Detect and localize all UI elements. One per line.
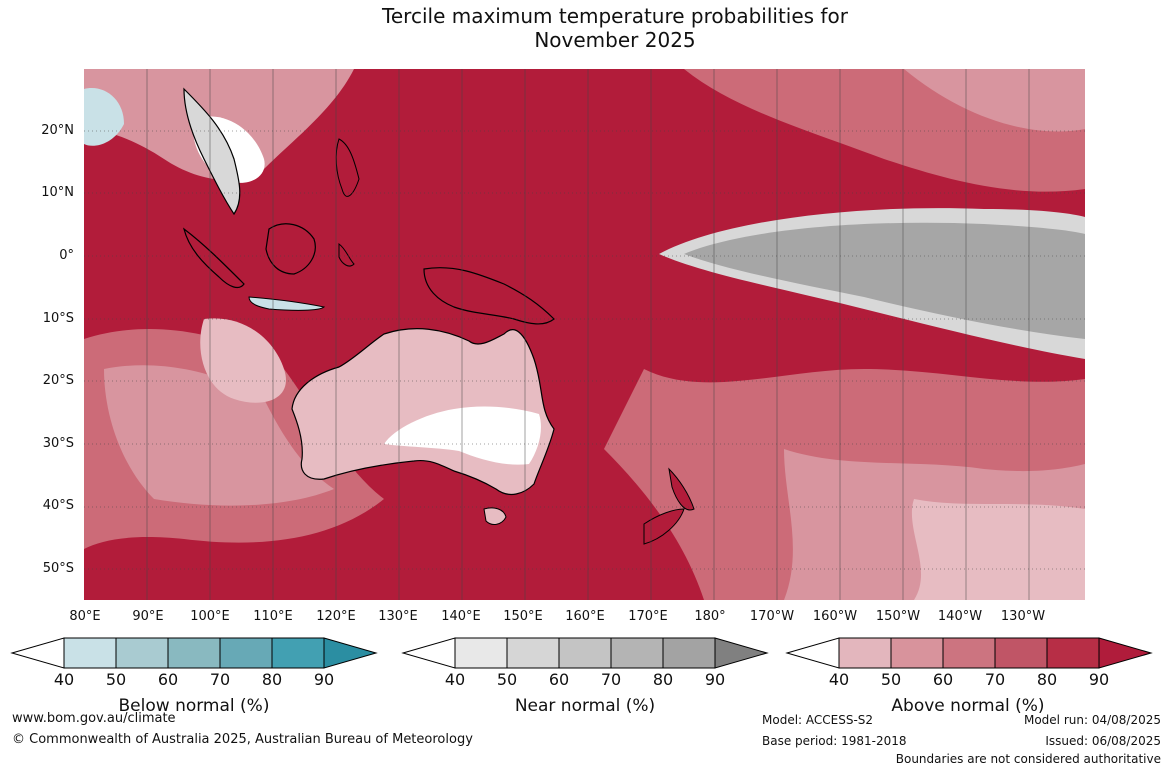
colorbar-tick: 50	[496, 670, 518, 689]
colorbar-tick: 90	[704, 670, 726, 689]
colorbar-tick: 70	[209, 670, 231, 689]
lat-label: 0°	[59, 248, 74, 263]
indochina	[183, 87, 241, 216]
colorbar-segment	[63, 637, 117, 669]
lon-label: 110°E	[253, 609, 293, 624]
title-line-2: November 2025	[534, 28, 696, 52]
asia-below-normal-patch	[84, 88, 124, 146]
lat-label: 40°S	[42, 498, 74, 513]
probability-map	[84, 69, 1085, 600]
colorbar-segment	[662, 637, 716, 669]
below-normal-colorbar	[10, 637, 378, 669]
colorbar-segment	[942, 637, 996, 669]
colorbar-segment	[323, 637, 378, 669]
lat-label: 30°S	[42, 436, 74, 451]
equatorial-pacific-near-80-region	[684, 222, 1085, 339]
issued-date: Issued: 06/08/2025	[1045, 734, 1161, 748]
graticule	[84, 130, 1085, 570]
colorbar-tick: 80	[652, 670, 674, 689]
colorbar-segment	[714, 637, 769, 669]
colorbar-segment	[785, 637, 840, 669]
lat-label: 20°N	[41, 123, 74, 138]
meridians	[146, 69, 1030, 600]
above-normal-colorbar	[785, 637, 1153, 669]
colorbar-segment	[1046, 637, 1100, 669]
colorbar-tick: 50	[105, 670, 127, 689]
lat-label: 20°S	[42, 373, 74, 388]
copyright-text: © Commonwealth of Australia 2025, Austra…	[12, 732, 473, 747]
lon-label: 150°W	[875, 609, 921, 624]
lon-label: 150°E	[503, 609, 543, 624]
south-pacific-above-50-region	[911, 499, 1085, 600]
indian-ocean-above-50-region	[200, 318, 286, 403]
lon-label: 170°W	[749, 609, 795, 624]
colorbar-segment	[454, 637, 508, 669]
colorbar-segment	[558, 637, 612, 669]
below-normal-title: Below normal (%)	[118, 696, 270, 716]
new-guinea	[423, 267, 555, 325]
map-title: Tercile maximum temperature probabilitie…	[0, 4, 1173, 52]
colorbar-tick: 40	[444, 670, 466, 689]
lon-label: 160°W	[812, 609, 858, 624]
lon-label: 130°W	[1000, 609, 1046, 624]
colorbar-tick: 80	[1036, 670, 1058, 689]
website-link[interactable]: www.bom.gov.au/climate	[12, 711, 176, 726]
colorbar-segment	[401, 637, 456, 669]
model-run-date: Model run: 04/08/2025	[1023, 713, 1161, 727]
colorbar-segment	[10, 637, 65, 669]
lon-label: 140°W	[937, 609, 983, 624]
near-normal-title: Near normal (%)	[514, 696, 656, 716]
new-zealand-north	[668, 467, 695, 511]
indian-ocean-above-60-region	[104, 365, 334, 506]
sulawesi	[338, 243, 355, 267]
new-zealand-south	[643, 508, 685, 545]
colorbar-tick: 60	[548, 670, 570, 689]
lat-label: 10°S	[42, 311, 74, 326]
colorbar-tick: 60	[932, 670, 954, 689]
colorbar-tick: 60	[157, 670, 179, 689]
tasmania	[483, 507, 507, 525]
colorbar-segment	[1098, 637, 1153, 669]
lon-label: 90°E	[132, 609, 164, 624]
colorbar-tick: 40	[53, 670, 75, 689]
title-line-1: Tercile maximum temperature probabilitie…	[382, 4, 848, 28]
lon-label: 180°	[694, 609, 726, 624]
lon-label: 120°E	[316, 609, 356, 624]
colorbar-tick: 70	[984, 670, 1006, 689]
colorbar-tick: 90	[313, 670, 335, 689]
colorbar-segment	[994, 637, 1048, 669]
base-period: Base period: 1981-2018	[762, 734, 907, 748]
colorbar-segment	[838, 637, 892, 669]
lon-label: 140°E	[441, 609, 481, 624]
lon-label: 100°E	[190, 609, 230, 624]
philippines	[335, 138, 360, 197]
near-normal-colorbar	[401, 637, 769, 669]
lat-label: 10°N	[41, 185, 74, 200]
lon-label: 80°E	[69, 609, 101, 624]
australia-white-interior	[384, 406, 541, 465]
model-name: Model: ACCESS-S2	[762, 713, 874, 727]
colorbar-segment	[167, 637, 221, 669]
colorbar-segment	[219, 637, 273, 669]
lon-label: 160°E	[565, 609, 605, 624]
north-pacific-above-60-region	[904, 69, 1085, 132]
colorbar-segment	[271, 637, 325, 669]
lon-label: 170°E	[628, 609, 668, 624]
colorbar-tick: 50	[880, 670, 902, 689]
above-normal-title: Above normal (%)	[891, 696, 1045, 716]
colorbar-tick: 40	[828, 670, 850, 689]
colorbar-tick: 90	[1088, 670, 1110, 689]
colorbar-segment	[890, 637, 944, 669]
colorbar-tick: 80	[261, 670, 283, 689]
lon-label: 130°E	[378, 609, 418, 624]
boundaries-disclaimer: Boundaries are not considered authoritat…	[895, 752, 1161, 766]
lat-label: 50°S	[42, 561, 74, 576]
colorbar-segment	[506, 637, 560, 669]
java	[248, 296, 326, 311]
colorbar-segment	[610, 637, 664, 669]
colorbar-segment	[115, 637, 169, 669]
colorbar-tick: 70	[600, 670, 622, 689]
